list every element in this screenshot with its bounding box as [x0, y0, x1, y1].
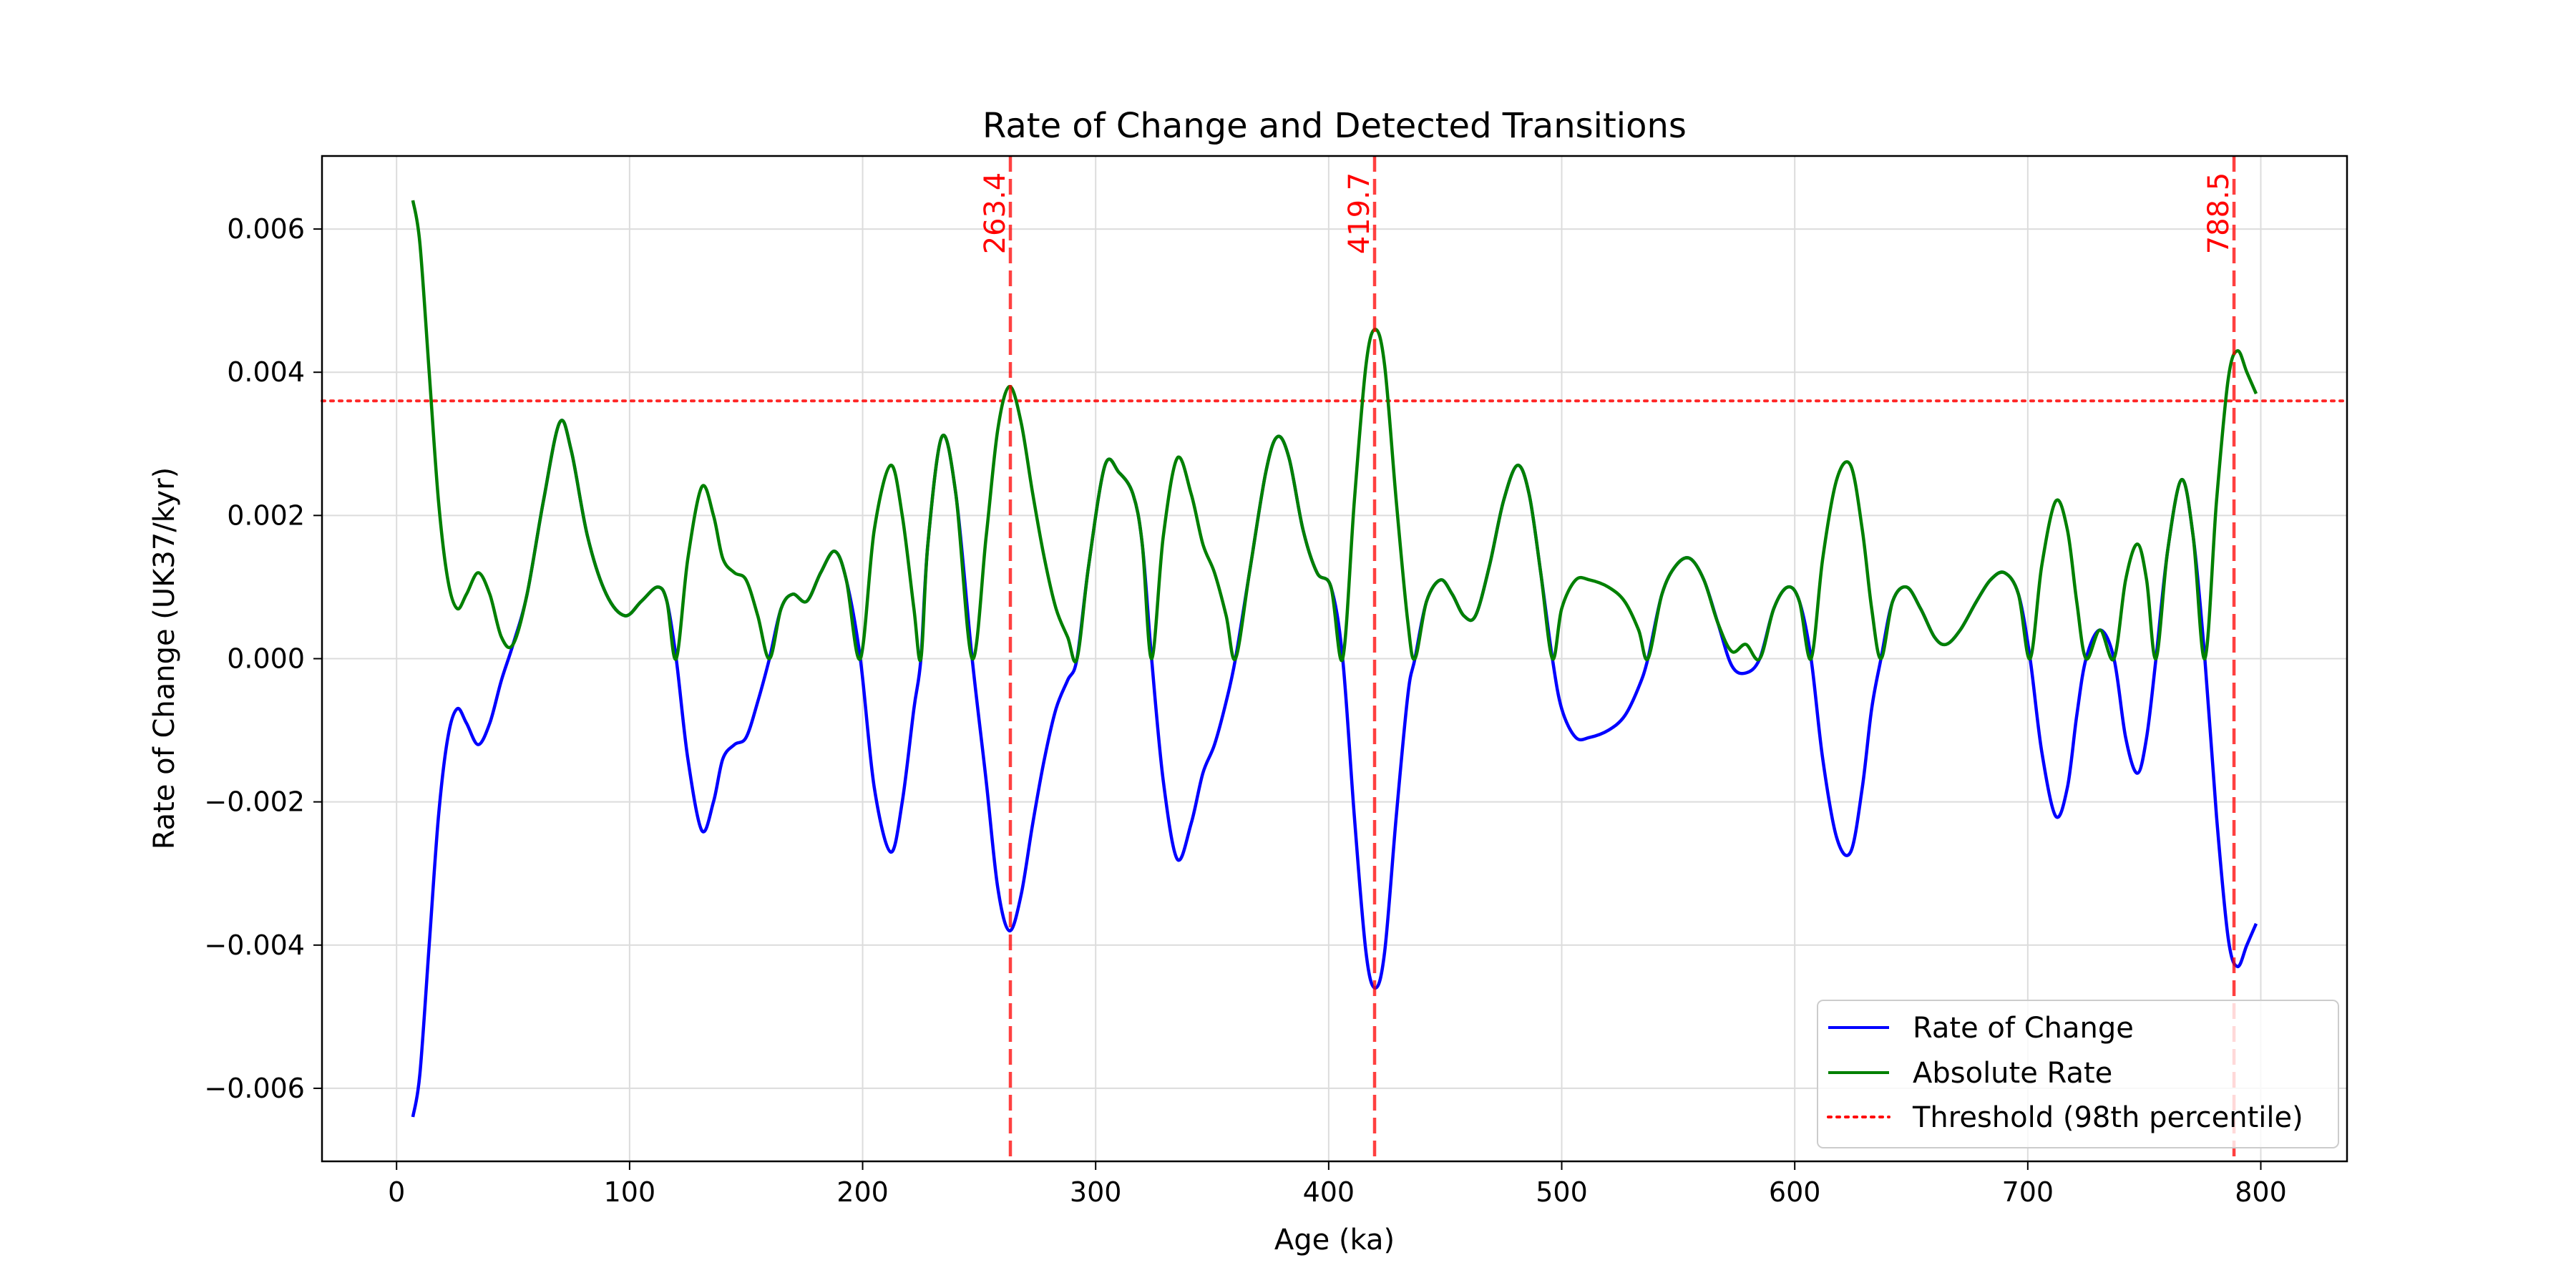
- y-tick-label: 0.002: [227, 499, 305, 531]
- x-tick-label: 600: [1769, 1176, 1821, 1208]
- y-tick-label: 0.000: [227, 643, 305, 675]
- transition-label: 263.4: [979, 172, 1012, 255]
- y-tick-label: 0.006: [227, 213, 305, 245]
- x-axis-label: Age (ka): [1274, 1224, 1395, 1257]
- y-tick-label: −0.002: [204, 786, 305, 818]
- legend-box: [1817, 1000, 2339, 1148]
- x-tick-label: 200: [836, 1176, 889, 1208]
- x-tick-label: 0: [388, 1176, 405, 1208]
- legend: Rate of Change Absolute Rate Threshold (…: [1817, 1000, 2339, 1148]
- tick-layer: 0 100 200 300 400 500 600 700 800 −0.006 −0.004 −0.…: [204, 213, 2286, 1208]
- x-tick-label: 700: [2002, 1176, 2054, 1208]
- x-tick-label: 500: [1536, 1176, 1588, 1208]
- y-tick-label: −0.006: [204, 1073, 305, 1104]
- x-tick-label: 800: [2235, 1176, 2287, 1208]
- legend-label-threshold: Threshold (98th percentile): [1912, 1101, 2303, 1134]
- x-tick-label: 300: [1070, 1176, 1122, 1208]
- x-tick-label: 400: [1303, 1176, 1355, 1208]
- transition-label: 419.7: [1343, 172, 1376, 255]
- series-layer: [411, 200, 2258, 1118]
- y-axis-label: Rate of Change (UK37/kyr): [148, 467, 181, 850]
- x-tick-label: 100: [604, 1176, 656, 1208]
- legend-label-rate-of-change: Rate of Change: [1913, 1012, 2134, 1045]
- transition-label: 788.5: [2202, 172, 2235, 255]
- y-tick-label: −0.004: [204, 930, 305, 961]
- transition-layer: 263.4 419.7 788.5: [979, 156, 2236, 1161]
- series-line-absolute-rate: [411, 200, 2258, 664]
- legend-label-absolute-rate: Absolute Rate: [1913, 1057, 2112, 1090]
- y-tick-label: 0.004: [227, 356, 305, 388]
- chart-title: Rate of Change and Detected Transitions: [982, 106, 1687, 146]
